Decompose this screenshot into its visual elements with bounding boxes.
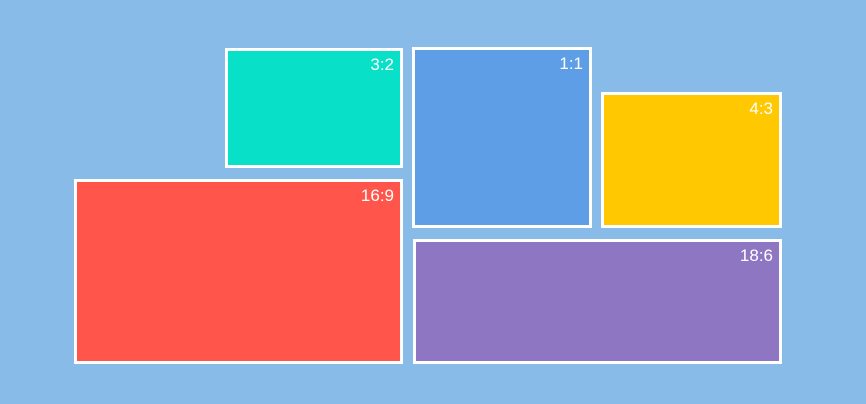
ratio-label: 18:6: [739, 246, 773, 265]
ratio-label: 1:1: [559, 54, 583, 73]
ratio-box: 4:3: [601, 92, 782, 228]
ratio-box: 1:1: [412, 47, 592, 228]
ratio-label: 16:9: [360, 186, 394, 205]
ratio-box: 3:2: [225, 48, 403, 168]
ratio-box: 16:9: [74, 179, 403, 364]
ratio-label: 3:2: [370, 55, 394, 74]
ratio-label: 4:3: [749, 99, 773, 118]
ratio-box: 18:6: [413, 239, 782, 364]
